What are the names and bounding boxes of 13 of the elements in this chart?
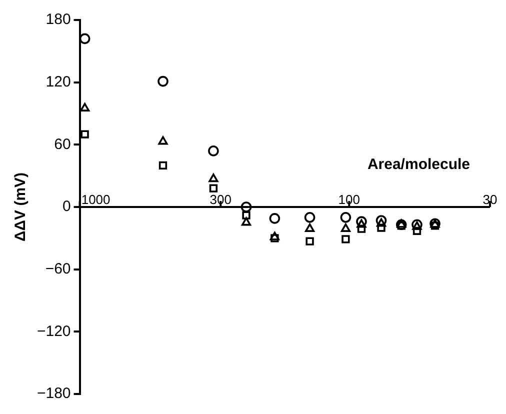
x-tick-label: 100 [338,192,360,207]
y-tick-label: −180 [36,385,71,402]
x-tick-label: 300 [210,192,232,207]
y-tick-label: 180 [46,11,71,28]
y-tick-label: −60 [45,260,71,278]
y-tick-label: 0 [62,198,71,216]
x-tick-label: 1000 [81,192,110,207]
x-tick-label: 30 [482,192,498,207]
y-tick-label: 120 [46,73,71,90]
y-tick-label: −120 [36,322,71,340]
y-tick-label: 60 [54,136,71,153]
x-axis-title: Area/molecule [367,156,470,173]
y-axis-title: ΔΔV (mV) [12,172,30,242]
